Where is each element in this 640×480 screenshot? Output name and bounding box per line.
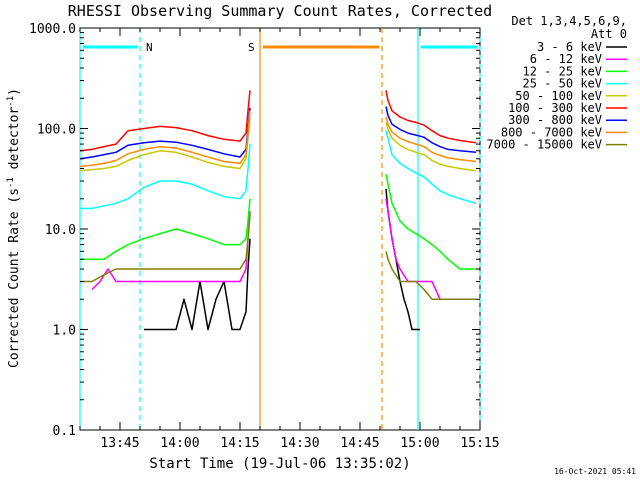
x-tick-label-5: 15:00 — [400, 436, 439, 451]
footer-timestamp: 16-Oct-2021 05:41 — [554, 467, 636, 476]
x-tick-label-2: 14:15 — [220, 436, 259, 451]
legend-header-1: Det 1,3,4,5,6,9, — [511, 14, 627, 28]
y-axis-label-sup2: -1 — [6, 96, 16, 107]
series-line-0-seg-1 — [385, 188, 420, 331]
y-tick-label-0: 0.1 — [53, 424, 76, 439]
legend-label-7: 800 - 7000 keV — [501, 125, 602, 139]
series-line-3-seg-1 — [385, 130, 477, 205]
x-tick-label-0: 13:45 — [100, 436, 139, 451]
legend-header-2: Att 0 — [591, 27, 627, 41]
series-line-5-seg-1 — [385, 90, 477, 144]
x-tick-label-1: 14:00 — [160, 436, 199, 451]
series-line-2-seg-0 — [80, 198, 251, 261]
y-tick-label-1: 1.0 — [53, 324, 76, 339]
y-tick-label-3: 100.0 — [37, 123, 76, 138]
series-line-8-seg-1 — [385, 251, 476, 300]
series-line-6-seg-0 — [79, 107, 251, 160]
y-axis-label-suffix: ) — [7, 88, 22, 96]
attenuator-code-S: S — [248, 41, 255, 54]
axis-ticks: 0.1 1.0 10.0 100.0 1000.0 13:45 14:00 14:15 14:3… — [29, 22, 500, 451]
y-axis-label-mid: detector — [7, 107, 22, 178]
series-line-7-seg-1 — [385, 116, 477, 163]
series-line-5-seg-0 — [79, 90, 251, 152]
x-tick-label-6: 15:15 — [460, 436, 499, 451]
y-tick-label-4: 1000.0 — [29, 22, 76, 37]
chart-title: RHESSI Observing Summary Count Rates, Co… — [68, 2, 492, 20]
legend-label-3: 25 - 50 keV — [523, 77, 602, 91]
legend-label-2: 12 - 25 keV — [523, 64, 602, 78]
series-line-6-seg-1 — [385, 106, 477, 154]
x-tick-label-4: 14:45 — [340, 436, 379, 451]
legend-label-1: 6 - 12 keV — [530, 52, 602, 66]
series-line-7-seg-0 — [79, 110, 251, 168]
legend-label-4: 50 - 100 keV — [515, 89, 602, 103]
series-line-0-seg-0 — [144, 238, 251, 331]
x-tick-label-3: 14:30 — [280, 436, 319, 451]
y-axis-label-sup1: -1 — [6, 177, 16, 188]
series-line-3-seg-0 — [80, 144, 251, 210]
legend-label-6: 300 - 800 keV — [508, 113, 602, 127]
legend-label-5: 100 - 300 keV — [508, 101, 602, 115]
series-line-8-seg-0 — [80, 214, 251, 283]
legend-label-8: 7000 - 15000 keV — [486, 138, 602, 152]
y-axis-label-prefix: Corrected Count Rate (s — [7, 188, 22, 368]
y-axis-label: Corrected Count Rate (s-1 detector-1) — [6, 88, 22, 368]
y-tick-label-2: 10.0 — [45, 223, 76, 238]
legend-label-0: 3 - 6 keV — [537, 40, 602, 54]
vertical-lines — [79, 28, 481, 430]
series-line-4-seg-0 — [79, 116, 251, 172]
series-line-1-seg-0 — [91, 211, 251, 291]
series-line-1-seg-1 — [385, 198, 476, 300]
series-line-4-seg-1 — [385, 122, 477, 172]
attenuator-code-N: N — [146, 41, 153, 54]
series-line-2-seg-1 — [385, 174, 476, 270]
data-series — [79, 90, 477, 331]
x-axis-label: Start Time (19-Jul-06 13:35:02) — [149, 456, 410, 472]
